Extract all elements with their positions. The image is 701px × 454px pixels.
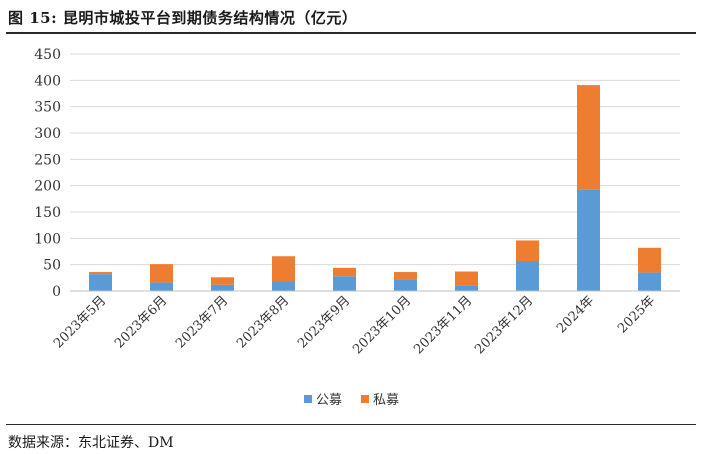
y-tick-label: 50	[43, 258, 61, 274]
figure-title: 图 15: 昆明市城投平台到期债务结构情况（亿元）	[8, 9, 358, 27]
bars	[89, 85, 661, 291]
y-tick-label: 150	[34, 205, 61, 221]
bar-public-9	[638, 272, 661, 291]
x-tick-label: 2023年6月	[112, 293, 170, 351]
y-tick-label: 400	[34, 73, 61, 89]
bar-public-6	[455, 285, 478, 291]
bar-public-3	[272, 281, 295, 291]
bar-private-1	[150, 264, 173, 283]
y-tick-label: 200	[34, 179, 61, 195]
y-tick-label: 350	[34, 100, 61, 116]
x-tick-label: 2023年5月	[51, 293, 109, 351]
y-tick-label: 100	[34, 231, 61, 247]
bar-private-0	[89, 272, 112, 275]
x-tick-label: 2023年9月	[295, 293, 353, 351]
x-tick-label: 2024年	[554, 293, 597, 336]
bar-private-3	[272, 256, 295, 282]
source-note: 数据来源：东北证券、DM	[8, 435, 174, 451]
y-tick-label: 0	[52, 284, 61, 300]
legend-label-public: 公募	[316, 393, 342, 408]
bar-public-4	[333, 276, 356, 291]
x-tick-label: 2023年12月	[472, 293, 536, 357]
bottom-rule	[6, 424, 696, 425]
y-axis-ticks: 0 50 100 150 200 250 300 350 400 450	[34, 47, 61, 300]
bar-private-5	[394, 272, 417, 280]
x-tick-label: 2025年	[615, 293, 658, 336]
bar-public-8	[577, 189, 600, 291]
legend: 公募 私募	[304, 393, 399, 408]
top-rule	[6, 32, 696, 34]
bar-public-5	[394, 279, 417, 291]
x-tick-label: 2023年7月	[173, 293, 231, 351]
bar-public-0	[89, 274, 112, 291]
bar-public-1	[150, 282, 173, 291]
y-tick-label: 450	[34, 47, 61, 63]
bar-public-2	[211, 284, 234, 291]
bar-private-2	[211, 277, 234, 285]
bar-private-4	[333, 267, 356, 277]
bar-private-8	[577, 85, 600, 190]
x-tick-label: 2023年8月	[234, 293, 292, 351]
x-axis-ticks: 2023年5月 2023年6月 2023年7月 2023年8月 2023年9月2023年…	[51, 293, 658, 357]
x-tick-label: 2023年11月	[411, 293, 475, 357]
y-tick-label: 250	[34, 152, 61, 168]
y-tick-label: 300	[34, 126, 61, 142]
bar-private-6	[455, 271, 478, 286]
bar-private-9	[638, 247, 661, 273]
legend-swatch-private	[361, 395, 369, 403]
legend-label-private: 私募	[373, 393, 399, 408]
legend-swatch-public	[304, 395, 312, 403]
bar-private-7	[516, 240, 539, 261]
bar-public-7	[516, 260, 539, 291]
x-tick-label: 2023年10月	[350, 293, 414, 357]
